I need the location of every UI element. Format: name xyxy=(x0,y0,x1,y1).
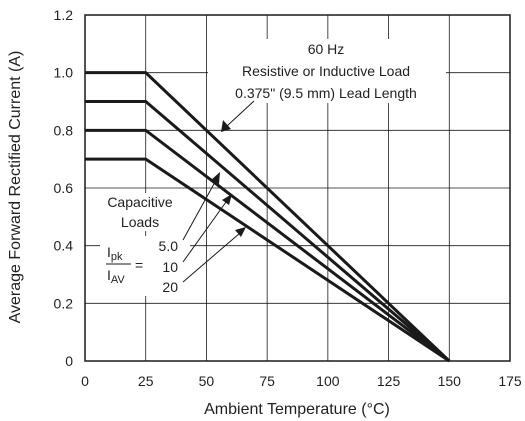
y-tick-label: 0.2 xyxy=(54,295,74,311)
capacitive-backdrop xyxy=(100,193,182,231)
annotation-backdrop xyxy=(208,39,446,103)
annotation-frequency: 60 Hz xyxy=(308,41,345,57)
capacitive-leader-line-2 xyxy=(182,201,227,263)
y-tick-label: 1.0 xyxy=(54,65,74,81)
x-tick-label: 25 xyxy=(138,373,154,389)
leader-arrows xyxy=(182,100,255,283)
ratio-equals: = xyxy=(135,257,143,273)
ratio-value-2: 10 xyxy=(162,259,178,275)
series-lines xyxy=(85,71,451,363)
annotation-capacitive: Capacitive xyxy=(107,194,173,210)
x-axis-label: Ambient Temperature (°C) xyxy=(204,401,390,418)
series-line-1 xyxy=(85,71,451,363)
x-tick-label: 125 xyxy=(377,373,401,389)
y-tick-label: 0.6 xyxy=(54,180,74,196)
ratio-value-3: 20 xyxy=(162,279,178,295)
resistive-leader-line xyxy=(226,100,255,127)
y-tick-label: 0 xyxy=(65,353,73,369)
x-tick-labels: 0 25 50 75 100 125 150 175 xyxy=(81,373,522,389)
y-tick-labels: 0 0.2 0.4 0.6 0.8 1.0 1.2 xyxy=(54,7,74,369)
x-tick-label: 175 xyxy=(498,373,522,389)
series-line-4 xyxy=(85,157,451,363)
series-line-3 xyxy=(85,128,451,363)
annotation-load-type: Resistive or Inductive Load xyxy=(242,63,410,79)
y-tick-label: 0.4 xyxy=(54,238,74,254)
resistive-arrowhead xyxy=(221,120,231,132)
capacitive-leader-line-3 xyxy=(182,232,241,283)
y-tick-label: 0.8 xyxy=(54,122,74,138)
x-tick-label: 0 xyxy=(81,373,89,389)
capacitive-arrowhead-1 xyxy=(211,172,220,184)
ratio-fraction: Ipk IAV = 5.0 10 20 xyxy=(100,236,190,296)
y-tick-label: 1.2 xyxy=(54,7,74,23)
x-tick-label: 150 xyxy=(438,373,462,389)
x-tick-label: 100 xyxy=(316,373,340,389)
x-tick-label: 50 xyxy=(199,373,215,389)
ratio-denominator: IAV xyxy=(107,267,125,286)
annotation-lead-length: 0.375" (9.5 mm) Lead Length xyxy=(235,85,417,101)
capacitive-leader-line-1 xyxy=(182,181,216,241)
x-tick-label: 75 xyxy=(259,373,275,389)
capacitive-arrowhead-3 xyxy=(235,227,246,237)
y-axis-label: Average Forward Rectified Current (A) xyxy=(7,51,24,324)
capacitive-arrowhead-2 xyxy=(222,194,232,205)
annotation-loads: Loads xyxy=(121,214,159,230)
plot-frame xyxy=(84,14,511,362)
ratio-value-1: 5.0 xyxy=(159,238,179,254)
ratio-numerator: Ipk xyxy=(107,244,123,263)
series-line-2 xyxy=(85,100,451,363)
